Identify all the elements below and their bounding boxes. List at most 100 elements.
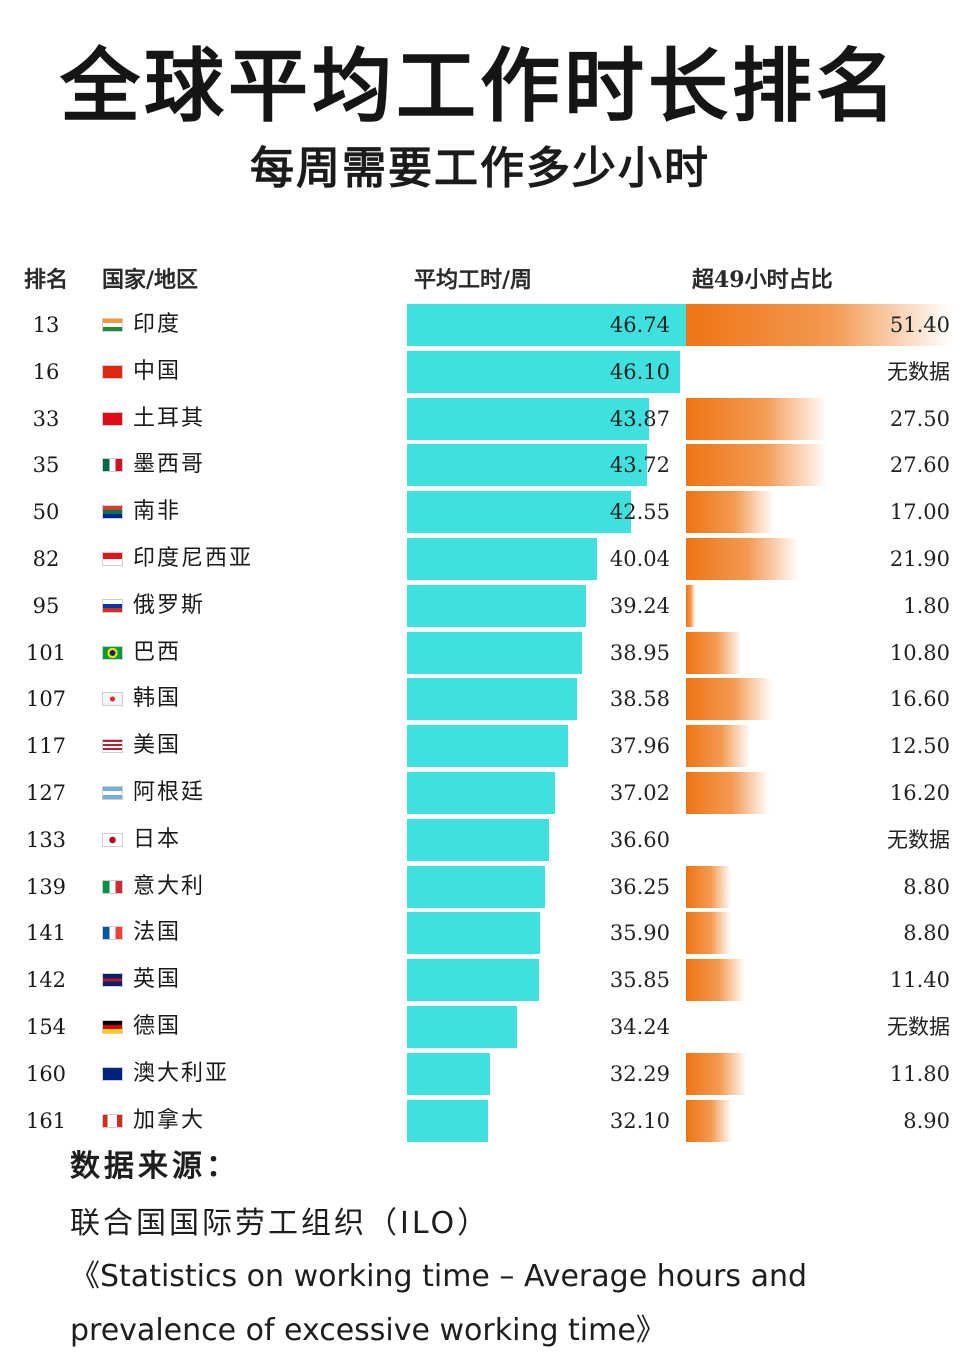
over49-bar <box>686 865 732 908</box>
over49-value: 17.00 <box>889 500 950 525</box>
over49-value: 无数据 <box>887 827 950 852</box>
brazil-flag-icon <box>102 645 123 660</box>
source-note: 数据来源： 联合国国际劳工组织（ILO） 《Statistics on work… <box>70 1142 940 1358</box>
country-cell: 意大利 <box>133 873 206 899</box>
over49-bar <box>686 538 799 580</box>
over49-value: 27.50 <box>889 406 950 431</box>
table-row: 13 印度 46.74 51.40 <box>0 302 960 349</box>
over49-bar <box>686 678 772 721</box>
hours-bar <box>407 397 650 440</box>
over49-bar <box>686 725 751 768</box>
usa-flag-icon <box>102 739 123 754</box>
country-cell: 土耳其 <box>133 405 206 431</box>
hours-value: 43.72 <box>609 453 670 478</box>
hours-bar <box>407 912 540 955</box>
table-row: 133 日本 36.60 无数据 <box>0 817 960 864</box>
over49-value: 无数据 <box>887 359 950 384</box>
over49-value: 21.90 <box>889 547 950 571</box>
italy-flag-icon <box>102 879 123 894</box>
hours-value: 40.04 <box>609 547 670 571</box>
over49-bar <box>686 491 774 534</box>
table-row: 107 韩国 38.58 16.60 <box>0 676 960 723</box>
hours-bar <box>407 678 577 721</box>
country-cell: 韩国 <box>133 686 182 712</box>
china-flag-icon <box>102 364 123 379</box>
hours-bar <box>407 491 631 534</box>
japan-flag-icon <box>102 832 123 847</box>
rank-cell: 35 <box>32 453 60 478</box>
hours-value: 37.02 <box>609 781 670 805</box>
hours-value: 43.87 <box>609 406 670 431</box>
rank-cell: 101 <box>25 640 67 665</box>
table-row: 160 澳大利亚 32.29 11.80 <box>0 1051 960 1098</box>
hours-value: 32.29 <box>609 1061 670 1086</box>
hours-value: 36.25 <box>609 874 670 899</box>
hours-bar <box>407 444 648 487</box>
hours-bar <box>407 1099 488 1142</box>
hours-bar <box>407 772 556 814</box>
hours-value: 36.60 <box>609 827 670 852</box>
table-row: 142 英国 35.85 11.40 <box>0 957 960 1004</box>
table-row: 161 加拿大 32.10 8.90 <box>0 1098 960 1145</box>
over49-bar <box>686 772 770 814</box>
country-cell: 法国 <box>133 920 182 946</box>
mexico-flag-icon <box>102 458 123 473</box>
over49-value: 16.20 <box>889 781 950 805</box>
table-row: 16 中国 46.10 无数据 <box>0 349 960 396</box>
table-row: 139 意大利 36.25 8.80 <box>0 864 960 911</box>
table-row: 127 阿根廷 37.02 16.20 <box>0 770 960 817</box>
hours-value: 38.95 <box>609 640 670 665</box>
country-cell: 印度 <box>133 312 182 337</box>
over49-bar <box>686 1052 747 1095</box>
over49-value: 8.80 <box>903 921 950 946</box>
hours-bar <box>407 1006 518 1048</box>
over49-value: 10.80 <box>889 640 950 665</box>
hours-bar <box>407 584 586 627</box>
table-row: 35 墨西哥 43.72 27.60 <box>0 442 960 489</box>
country-cell: 阿根廷 <box>133 780 206 805</box>
over49-value: 8.80 <box>903 874 950 899</box>
rank-cell: 154 <box>25 1015 67 1039</box>
rank-cell: 141 <box>25 921 67 946</box>
hours-value: 37.96 <box>609 734 670 759</box>
rank-cell: 142 <box>25 968 67 993</box>
source-title: 数据来源： <box>70 1149 240 1184</box>
hours-value: 34.24 <box>609 1015 670 1039</box>
country-cell: 南非 <box>133 499 182 525</box>
rank-cell: 161 <box>25 1108 67 1133</box>
rank-cell: 16 <box>32 359 60 384</box>
country-cell: 墨西哥 <box>133 452 206 478</box>
country-cell: 德国 <box>133 1014 182 1039</box>
column-header-over49: 超49小时占比 <box>692 267 833 293</box>
france-flag-icon <box>102 926 123 941</box>
germany-flag-icon <box>102 1020 123 1034</box>
canada-flag-icon <box>102 1113 123 1128</box>
hours-value: 46.10 <box>609 359 670 384</box>
table-row: 82 印度尼西亚 40.04 21.90 <box>0 536 960 583</box>
page-subtitle: 每周需要工作多少小时 <box>250 143 710 194</box>
rank-cell: 117 <box>25 734 67 759</box>
rank-cell: 127 <box>25 781 67 805</box>
hours-value: 35.85 <box>609 968 670 993</box>
hours-bar <box>407 350 680 393</box>
south-africa-flag-icon <box>102 505 123 520</box>
hours-bar <box>407 631 582 674</box>
page-title: 全球平均工作时长排名 <box>60 40 900 133</box>
hours-value: 35.90 <box>609 921 670 946</box>
hours-bar <box>407 1052 491 1095</box>
hours-value: 42.55 <box>609 500 670 525</box>
hours-bar <box>407 304 689 346</box>
column-header-country: 国家/地区 <box>102 267 199 293</box>
table-row: 50 南非 42.55 17.00 <box>0 489 960 536</box>
country-cell: 澳大利亚 <box>133 1060 230 1086</box>
over49-value: 8.90 <box>903 1108 950 1133</box>
india-flag-icon <box>102 318 123 332</box>
hours-bar <box>407 865 545 908</box>
country-cell: 日本 <box>133 826 182 852</box>
hours-value: 38.58 <box>609 687 670 712</box>
over49-bar <box>686 912 732 955</box>
table-row: 95 俄罗斯 39.24 1.80 <box>0 583 960 630</box>
rank-cell: 50 <box>32 500 60 525</box>
over49-bar <box>686 304 951 346</box>
